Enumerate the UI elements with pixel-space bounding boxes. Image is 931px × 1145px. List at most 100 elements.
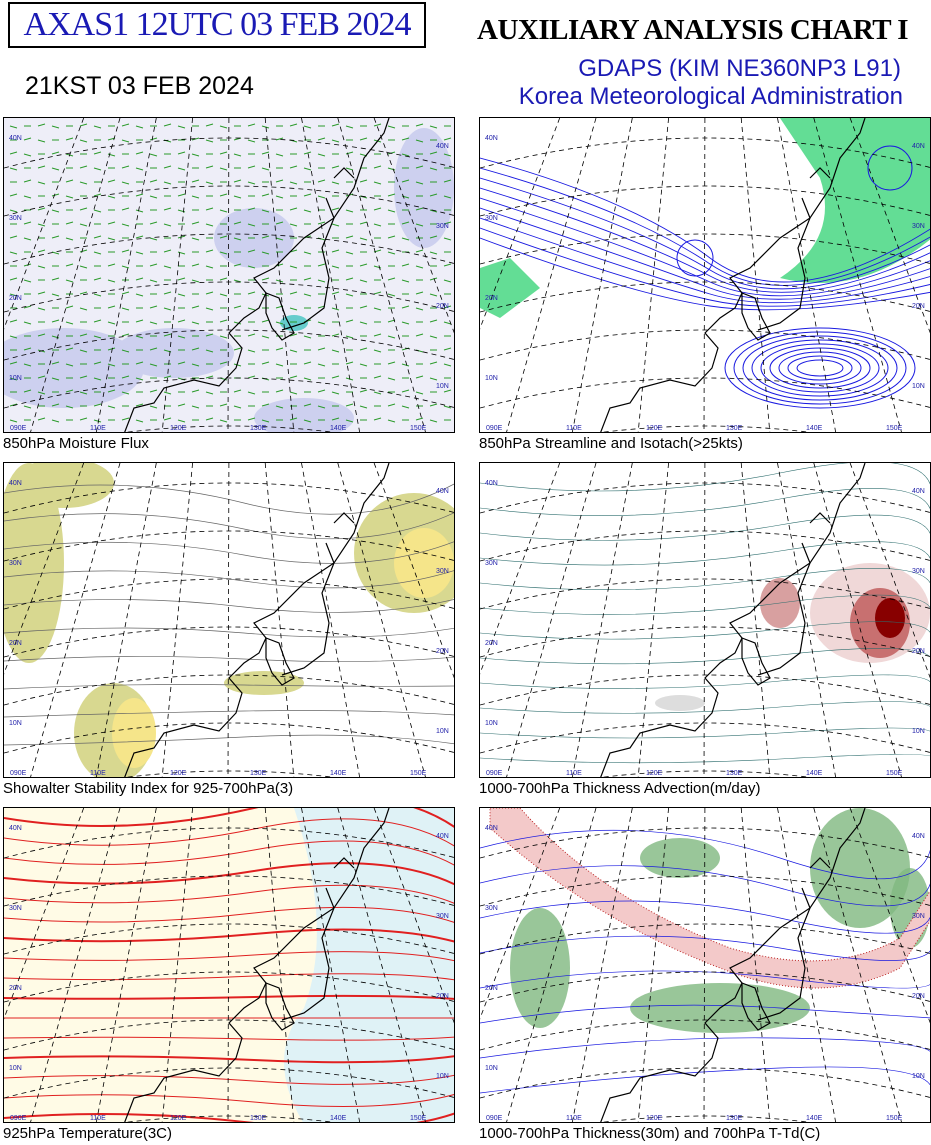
wind-barb	[429, 403, 438, 407]
wind-barb	[121, 139, 130, 143]
contour	[480, 754, 930, 764]
lat-label: 10N	[485, 720, 498, 727]
lon-label: 120E	[646, 1115, 663, 1122]
wind-barb	[303, 251, 312, 255]
lat-line	[125, 1115, 335, 1122]
wind-barb	[135, 293, 144, 297]
wind-barb	[149, 237, 158, 241]
wind-barb	[107, 179, 116, 183]
lon-line	[4, 463, 85, 675]
lat-label: 20N	[9, 295, 22, 302]
wind-barb	[37, 333, 46, 337]
wind-barb	[345, 209, 354, 213]
lat-label: 40N	[436, 488, 449, 495]
wind-barb	[205, 123, 214, 127]
wind-barb	[247, 291, 256, 295]
wind-barb	[331, 375, 340, 379]
wind-barb	[23, 347, 32, 351]
streamline	[676, 239, 714, 277]
streamline	[867, 145, 913, 191]
wind-barb	[219, 167, 228, 171]
wind-barb	[247, 265, 256, 269]
wind-barb	[443, 221, 452, 225]
wind-barb	[219, 361, 228, 365]
wind-barb	[345, 293, 354, 297]
wind-barb	[387, 209, 396, 213]
wind-barb	[177, 419, 186, 423]
wind-barb	[93, 167, 102, 171]
wind-barb	[429, 151, 438, 155]
wind-barb	[191, 237, 200, 241]
lat-line	[125, 425, 335, 432]
wind-barb	[65, 279, 74, 283]
wind-barb	[317, 263, 326, 267]
isotherm	[4, 994, 454, 1000]
wind-barb	[247, 139, 256, 143]
lat-label: 20N	[436, 993, 449, 1000]
streamline	[480, 207, 930, 300]
wind-barb	[93, 377, 102, 381]
shade	[4, 463, 64, 663]
wind-barb	[331, 333, 340, 337]
wind-barb	[23, 221, 32, 225]
wind-barb	[317, 389, 326, 393]
wind-barb	[205, 391, 214, 395]
wind-barb	[275, 195, 284, 199]
streamline	[742, 335, 898, 401]
wind-barb	[135, 193, 144, 197]
contour	[4, 541, 454, 564]
lon-label: 120E	[170, 1115, 187, 1122]
wind-barb	[275, 363, 284, 367]
wind-barb	[135, 277, 144, 281]
panel-caption: 925hPa Temperature(3C)	[3, 1125, 172, 1142]
isotherm	[4, 862, 454, 886]
wind-barb	[275, 347, 284, 351]
wind-barb	[191, 221, 200, 225]
wind-barb	[415, 123, 424, 127]
lat-line	[480, 281, 930, 313]
streamline	[724, 327, 916, 409]
wind-barb	[233, 347, 242, 351]
isotherm	[4, 1036, 454, 1041]
lon-line	[373, 463, 454, 679]
lon-line	[161, 463, 193, 777]
wind-barb	[65, 321, 74, 325]
lon-label: 150E	[410, 425, 427, 432]
lat-label: 10N	[436, 728, 449, 735]
wind-barb	[359, 321, 368, 325]
lat-label: 30N	[9, 215, 22, 222]
wind-barb	[359, 405, 368, 409]
contour	[480, 1066, 930, 1094]
wind-barb	[401, 363, 410, 367]
wind-barb	[373, 333, 382, 337]
wind-barb	[107, 305, 116, 309]
lon-line	[161, 808, 193, 1122]
wind-barb	[205, 165, 214, 169]
wind-barb	[401, 389, 410, 393]
wind-barb	[233, 179, 242, 183]
lat-line	[480, 722, 930, 754]
contour	[4, 599, 454, 613]
contour	[480, 701, 930, 714]
lon-line	[480, 808, 561, 1020]
wind-barb	[331, 249, 340, 253]
wind-barb	[37, 417, 46, 421]
wind-barb	[415, 249, 424, 253]
map: 40N 40N 30N 30N 20N 20N 10N 10N 090E 110E 120E 130E…	[479, 117, 931, 433]
lat-line	[4, 233, 454, 265]
wind-barb	[401, 137, 410, 141]
shade	[640, 838, 720, 878]
wind-barb	[331, 349, 340, 353]
wind-barb	[93, 125, 102, 129]
lat-label: 20N	[912, 993, 925, 1000]
wind-barb	[429, 167, 438, 171]
wind-barb	[51, 319, 60, 323]
wind-barb	[387, 167, 396, 171]
wind-barb	[415, 165, 424, 169]
lon-label: 140E	[806, 425, 823, 432]
wind-barb	[37, 391, 46, 395]
wind-barb	[415, 265, 424, 269]
wind-barb	[191, 389, 200, 393]
wind-barb	[415, 223, 424, 227]
map: 40N 40N 30N 30N 20N 20N 10N 10N 090E 110E 120E 130E…	[479, 807, 931, 1123]
